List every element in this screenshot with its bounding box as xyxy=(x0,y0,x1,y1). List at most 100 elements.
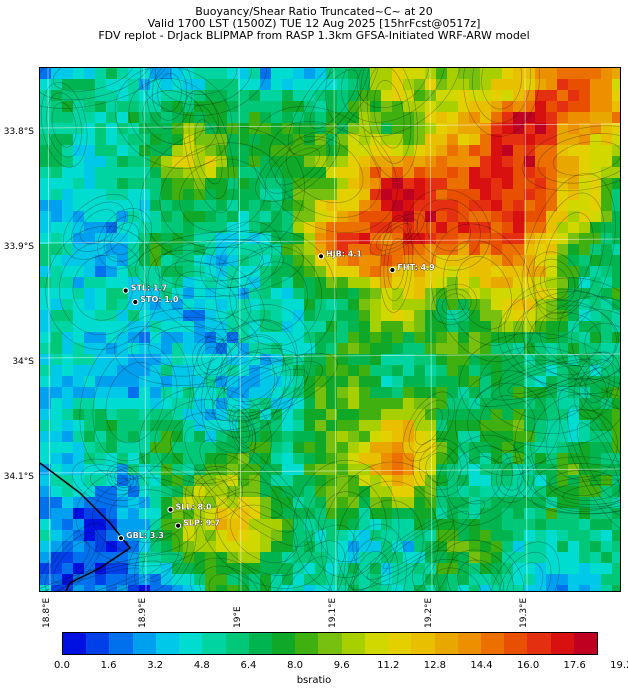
grid-cell xyxy=(458,321,470,333)
grid-cell xyxy=(150,442,162,454)
grid-cell xyxy=(524,321,536,333)
grid-cell xyxy=(458,541,470,553)
grid-cell xyxy=(315,288,327,300)
grid-cell xyxy=(106,332,118,344)
station-dot xyxy=(389,266,396,274)
station-sto[interactable]: STO: 1.0 xyxy=(132,295,179,306)
grid-cell xyxy=(403,530,415,542)
grid-cell xyxy=(359,123,371,135)
grid-cell xyxy=(425,574,437,586)
contour-line xyxy=(379,215,413,313)
grid-cell xyxy=(304,420,316,432)
grid-cell xyxy=(106,409,118,421)
grid-cell xyxy=(106,508,118,520)
grid-cell xyxy=(370,508,382,520)
station-slp[interactable]: SLP: 9.7 xyxy=(175,518,220,529)
grid-cell xyxy=(370,442,382,454)
grid-cell xyxy=(150,574,162,586)
grid-cell xyxy=(95,376,107,388)
grid-cell xyxy=(568,189,580,201)
grid-cell xyxy=(447,585,459,591)
grid-cell xyxy=(601,475,613,487)
contour-line xyxy=(142,533,180,582)
chart-title-line-1: Buoyancy/Shear Ratio Truncated~C~ at 20 xyxy=(195,5,433,18)
station-hjb[interactable]: HJB: 4.1 xyxy=(317,249,363,260)
station-dot xyxy=(175,522,182,529)
grid-cell xyxy=(238,90,250,102)
grid-cell xyxy=(612,255,620,267)
grid-cell xyxy=(282,332,294,344)
contour-line xyxy=(408,399,449,454)
grid-cell xyxy=(546,585,558,591)
grid-cell xyxy=(524,244,536,256)
grid-cell xyxy=(150,299,162,311)
contour-line xyxy=(48,567,141,591)
station-fht[interactable]: FHT: 4.9 xyxy=(389,263,435,274)
grid-cell xyxy=(524,310,536,322)
grid-cell xyxy=(62,134,74,146)
grid-cell xyxy=(161,464,173,476)
grid-cell xyxy=(447,101,459,113)
grid-cell xyxy=(414,167,426,179)
grid-cell xyxy=(216,398,228,410)
grid-cell xyxy=(95,90,107,102)
grid-cell xyxy=(150,255,162,267)
grid-cell xyxy=(392,453,404,465)
grid-cell xyxy=(117,552,129,564)
grid-cell xyxy=(458,398,470,410)
grid-cell xyxy=(205,376,217,388)
contour-line xyxy=(105,362,165,444)
map-panel[interactable]: HJB: 4.1 FHT: 4.9 STL: 1.7 STO: 1.0 SLL: 8.0… xyxy=(39,67,621,592)
grid-cell xyxy=(458,90,470,102)
grid-cell xyxy=(216,486,228,498)
grid-cell xyxy=(161,211,173,223)
contour-line xyxy=(497,288,620,387)
grid-cell xyxy=(117,90,129,102)
grid-cell xyxy=(117,189,129,201)
grid-cell xyxy=(480,354,492,366)
latitude-line xyxy=(40,238,620,244)
station-gbl[interactable]: GBL: 3.3 xyxy=(117,531,164,542)
grid-cell xyxy=(447,398,459,410)
grid-cell xyxy=(95,365,107,377)
grid-cell xyxy=(370,453,382,465)
grid-cell xyxy=(403,68,415,80)
contour-line xyxy=(288,68,380,156)
grid-cell xyxy=(183,387,195,399)
grid-cell xyxy=(392,387,404,399)
contour-line xyxy=(219,239,263,279)
grid-cell xyxy=(315,68,327,80)
grid-cell xyxy=(51,255,63,267)
contour-line xyxy=(44,532,99,591)
grid-cell xyxy=(414,277,426,289)
station-stl[interactable]: STL: 1.7 xyxy=(122,283,167,294)
grid-cell xyxy=(535,508,547,520)
grid-cell xyxy=(568,211,580,223)
grid-cell xyxy=(271,134,283,146)
grid-cell xyxy=(172,552,184,564)
grid-cell xyxy=(194,464,206,476)
grid-cell xyxy=(546,211,558,223)
contour-line xyxy=(232,410,253,449)
grid-cell xyxy=(414,453,426,465)
grid-cell xyxy=(73,266,85,278)
grid-cell xyxy=(535,442,547,454)
grid-cell xyxy=(128,563,140,575)
grid-cell xyxy=(95,431,107,443)
grid-cell xyxy=(194,134,206,146)
grid-cell xyxy=(40,90,52,102)
grid-cell xyxy=(392,310,404,322)
grid-cell xyxy=(348,79,360,91)
grid-cell xyxy=(480,244,492,256)
grid-cell xyxy=(150,134,162,146)
grid-cell xyxy=(51,376,63,388)
grid-cell xyxy=(271,79,283,91)
grid-cell xyxy=(524,255,536,267)
colorbar-segment xyxy=(550,633,574,654)
station-sll[interactable]: SLL: 8.0 xyxy=(167,502,212,513)
grid-cell xyxy=(370,354,382,366)
grid-cell xyxy=(436,200,448,212)
grid-cell xyxy=(359,420,371,432)
grid-cell xyxy=(392,530,404,542)
grid-cell xyxy=(557,244,569,256)
